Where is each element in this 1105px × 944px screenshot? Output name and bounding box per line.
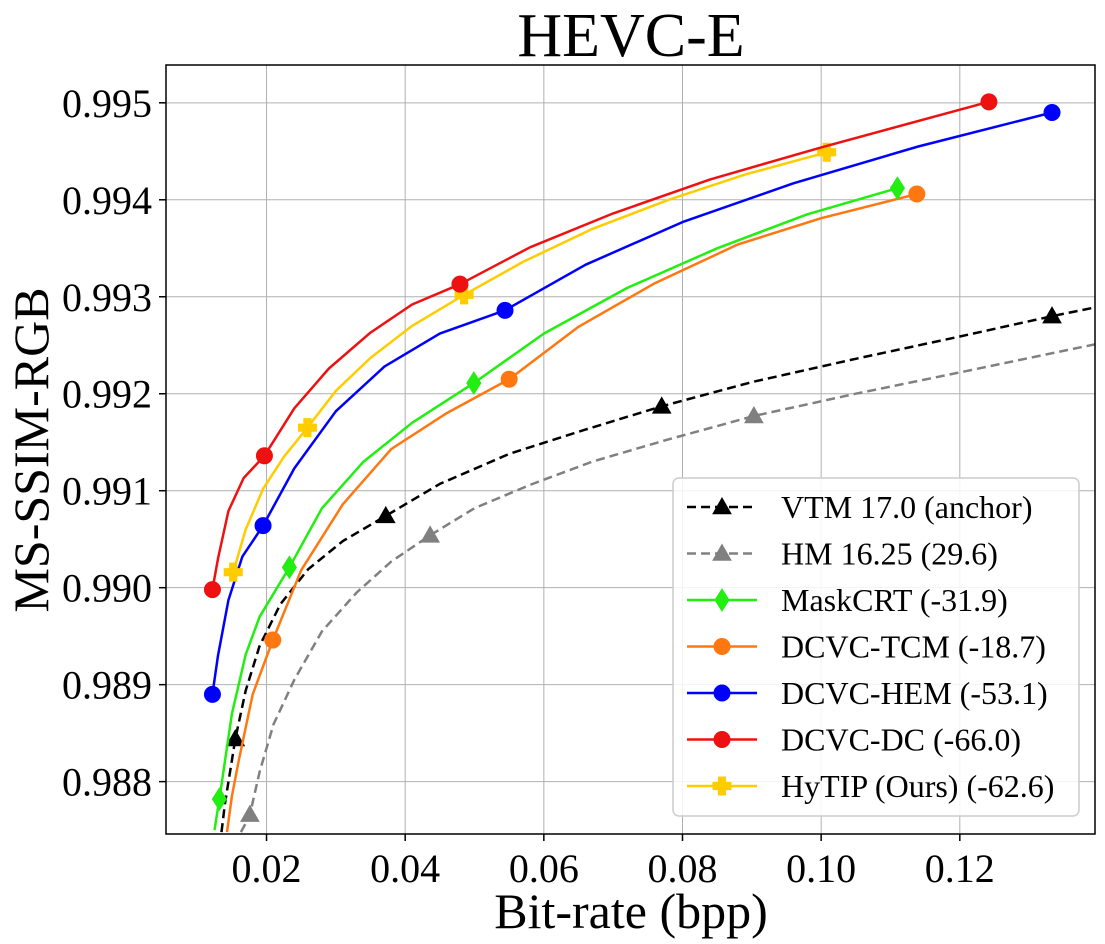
data-point-hm-16-25 xyxy=(744,406,764,424)
legend-label: DCVC-TCM (-18.7) xyxy=(781,629,1046,665)
data-point-vtm-17-0 xyxy=(1042,306,1062,324)
data-point-hytip xyxy=(454,285,474,305)
legend-item-vtm-17-0: VTM 17.0 (anchor) xyxy=(687,489,1032,525)
data-point-maskcrt xyxy=(211,787,227,812)
data-point-dcvc-dc xyxy=(203,581,221,599)
data-point-vtm-17-0 xyxy=(375,505,396,524)
y-tick-label: 0.993 xyxy=(62,275,152,320)
data-point-dcvc-hem xyxy=(203,685,221,703)
series-dcvc-dc xyxy=(203,93,998,599)
series-layer xyxy=(203,93,1095,833)
legend-label: HyTIP (Ours) (-62.6) xyxy=(781,768,1054,804)
x-axis-label: Bit-rate (bpp) xyxy=(494,883,768,939)
data-point-maskcrt xyxy=(466,371,482,396)
x-tick-label: 0.02 xyxy=(232,846,302,891)
data-point-dcvc-dc xyxy=(255,447,273,465)
data-point-dcvc-hem xyxy=(1043,104,1061,122)
x-tick-label: 0.10 xyxy=(786,846,856,891)
y-tick-label: 0.988 xyxy=(62,760,152,805)
plot-frame xyxy=(165,64,1096,835)
chart-title: HEVC-E xyxy=(517,2,744,70)
series-hm-16-25 xyxy=(239,343,1095,833)
y-tick-label: 0.992 xyxy=(62,372,152,417)
x-tick-label: 0.12 xyxy=(925,846,995,891)
y-tick-label: 0.991 xyxy=(62,469,152,514)
legend-label: DCVC-HEM (-53.1) xyxy=(781,675,1048,711)
legend-marker xyxy=(712,496,732,515)
legend-label: MaskCRT (-31.9) xyxy=(781,582,1008,618)
legend-item-hm-16-25: HM 16.25 (29.6) xyxy=(687,536,998,572)
series-vtm-17-0 xyxy=(220,306,1095,833)
series-line-dcvc-tcm xyxy=(225,192,918,833)
legend-marker xyxy=(713,684,731,702)
series-line-hytip xyxy=(232,151,828,573)
y-tick-label: 0.989 xyxy=(62,663,152,708)
data-point-hm-16-25 xyxy=(240,804,260,822)
legend-marker xyxy=(713,638,731,655)
data-point-dcvc-tcm xyxy=(500,370,518,388)
series-line-hm-16-25 xyxy=(239,343,1095,833)
data-point-hytip xyxy=(223,562,243,582)
data-point-dcvc-hem xyxy=(254,517,272,535)
x-tick-label: 0.04 xyxy=(370,846,440,891)
legend-box xyxy=(672,477,1080,817)
legend-marker xyxy=(714,588,730,612)
data-point-hm-16-25 xyxy=(420,525,441,543)
legend-item-dcvc-hem: DCVC-HEM (-53.1) xyxy=(687,675,1048,711)
x-tick-label: 0.06 xyxy=(509,846,579,891)
data-point-dcvc-dc xyxy=(980,93,998,111)
legend-item-dcvc-dc: DCVC-DC (-66.0) xyxy=(687,722,1021,758)
series-line-maskcrt xyxy=(213,186,898,831)
legend-marker xyxy=(712,776,732,796)
legend-item-maskcrt: MaskCRT (-31.9) xyxy=(687,582,1008,618)
series-dcvc-tcm xyxy=(225,185,926,833)
x-tick-label: 0.08 xyxy=(647,846,717,891)
series-hytip xyxy=(223,142,837,582)
legend: VTM 17.0 (anchor) HM 16.25 (29.6) MaskCRT … xyxy=(672,477,1080,817)
data-point-vtm-17-0 xyxy=(225,728,246,747)
legend-item-dcvc-tcm: DCVC-TCM (-18.7) xyxy=(687,629,1046,665)
series-line-vtm-17-0 xyxy=(220,306,1095,833)
data-point-maskcrt xyxy=(889,176,906,201)
data-point-dcvc-hem xyxy=(496,301,514,319)
series-maskcrt xyxy=(211,176,906,831)
legend-label: VTM 17.0 (anchor) xyxy=(781,489,1032,525)
legend-item-hytip: HyTIP (Ours) (-62.6) xyxy=(687,768,1054,804)
data-point-vtm-17-0 xyxy=(651,396,672,414)
y-tick-label: 0.994 xyxy=(62,178,152,223)
data-point-dcvc-tcm xyxy=(908,185,926,203)
series-line-dcvc-hem xyxy=(211,111,1053,695)
data-point-hytip xyxy=(297,418,317,438)
legend-label: DCVC-DC (-66.0) xyxy=(781,722,1021,758)
legend-label: HM 16.25 (29.6) xyxy=(781,536,998,572)
y-tick-label: 0.990 xyxy=(62,566,152,611)
y-tick-label: 0.995 xyxy=(62,81,152,126)
data-point-dcvc-dc xyxy=(451,275,469,293)
series-line-dcvc-dc xyxy=(211,100,990,590)
data-point-dcvc-tcm xyxy=(264,631,282,649)
ticks: 0.02 0.04 0.06 0.08 0.10 0.12 0.988 0.989 0.990 0… xyxy=(62,81,995,891)
legend-marker xyxy=(713,731,731,748)
legend-marker xyxy=(712,543,732,561)
series-dcvc-hem xyxy=(203,104,1061,703)
y-axis-label: MS-SSIM-RGB xyxy=(3,287,59,612)
data-point-maskcrt xyxy=(281,555,297,580)
